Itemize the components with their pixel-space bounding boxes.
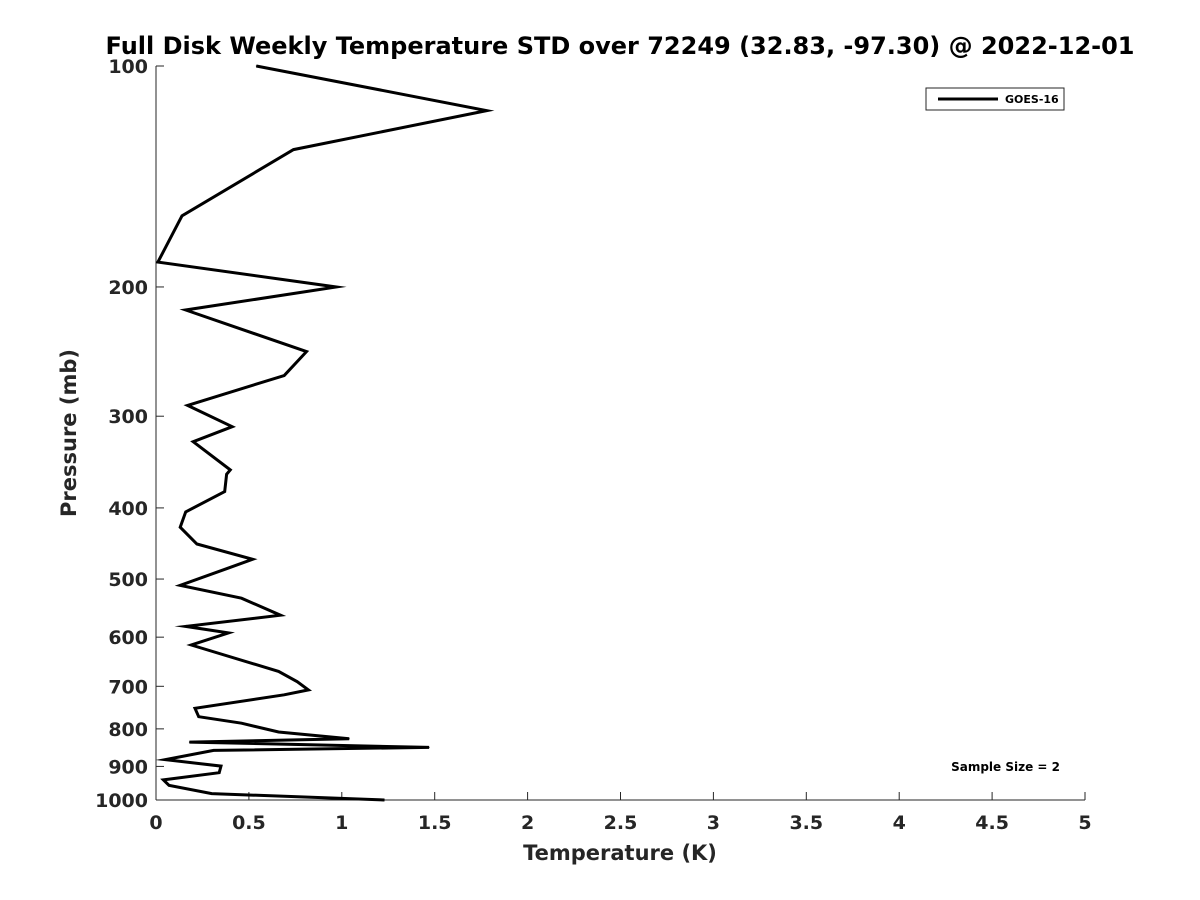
y-axis-label: Pressure (mb)	[57, 349, 81, 517]
data-point	[231, 426, 233, 428]
data-point	[348, 738, 350, 740]
x-tick-label: 2	[521, 812, 534, 834]
data-point	[224, 491, 226, 493]
data-point	[179, 526, 181, 528]
x-tick-label: 4.5	[975, 812, 1009, 834]
data-point	[185, 625, 187, 627]
y-tick-label: 1000	[95, 790, 148, 812]
x-axis-ticks: 0 0.5 1 1.5 2 2.5 3 3.5 4 4.5 5	[149, 792, 1092, 834]
legend: GOES-16	[925, 87, 1065, 111]
data-point	[181, 215, 183, 217]
data-point	[296, 681, 298, 683]
y-tick-label: 500	[108, 569, 148, 591]
x-tick-label: 5	[1078, 812, 1091, 834]
data-point	[335, 286, 337, 288]
data-point	[157, 261, 159, 263]
data-point	[164, 759, 166, 761]
data-point	[241, 597, 242, 599]
data-point	[283, 694, 285, 696]
data-point	[213, 749, 215, 751]
data-point	[220, 765, 222, 767]
y-tick-label: 600	[108, 627, 148, 649]
data-point	[229, 469, 231, 471]
data-point	[252, 558, 254, 560]
data-point	[185, 309, 187, 311]
y-tick-label: 800	[108, 719, 148, 741]
y-tick-label: 300	[108, 406, 148, 428]
data-point	[162, 779, 164, 781]
y-tick-label: 700	[108, 676, 148, 698]
y-tick-label: 400	[108, 498, 148, 520]
data-point	[255, 65, 257, 67]
data-point	[192, 441, 194, 443]
data-point	[188, 741, 190, 743]
data-point	[384, 799, 385, 801]
data-point	[198, 716, 200, 718]
data-point	[241, 722, 242, 724]
data-point	[218, 772, 220, 774]
plot-axes	[155, 66, 1085, 801]
data-point	[307, 689, 309, 691]
x-tick-label: 1	[335, 812, 348, 834]
data-point	[187, 404, 189, 406]
data-point	[185, 511, 187, 513]
x-axis-label: Temperature (K)	[523, 841, 717, 865]
data-point	[168, 784, 170, 786]
series-layer	[155, 64, 495, 802]
chart-title: Full Disk Weekly Temperature STD over 72…	[106, 32, 1135, 60]
data-point	[196, 543, 198, 545]
y-axis-ticks: 100 200 300 400 500 600 700 800 900 1000	[95, 56, 164, 812]
x-tick-label: 2.5	[604, 812, 638, 834]
series-line-goes-16	[155, 64, 495, 802]
data-point	[293, 149, 294, 151]
y-tick-label: 100	[108, 56, 148, 78]
data-point	[211, 793, 213, 795]
data-point	[228, 632, 229, 634]
data-point	[278, 670, 280, 672]
data-point	[194, 707, 196, 709]
data-point	[283, 375, 285, 376]
data-point	[226, 568, 228, 570]
y-tick-label: 200	[108, 277, 148, 299]
x-tick-label: 4	[893, 812, 906, 834]
data-point	[486, 110, 488, 112]
data-point	[278, 731, 280, 733]
data-point	[428, 746, 430, 748]
data-point	[280, 614, 281, 616]
x-tick-label: 1.5	[418, 812, 452, 834]
legend-label-goes-16: GOES-16	[1005, 93, 1059, 106]
y-tick-label: 900	[108, 756, 148, 778]
x-tick-label: 0.5	[232, 812, 266, 834]
sample-size-annotation: Sample Size = 2	[951, 760, 1060, 774]
data-point	[179, 584, 181, 586]
x-tick-label: 3.5	[789, 812, 823, 834]
data-point	[190, 644, 192, 646]
x-tick-label: 3	[707, 812, 720, 834]
data-point	[226, 473, 228, 475]
data-point	[306, 351, 307, 353]
x-tick-label: 0	[149, 812, 162, 834]
